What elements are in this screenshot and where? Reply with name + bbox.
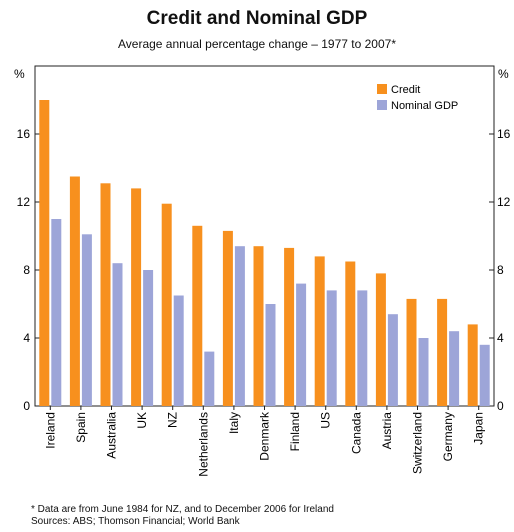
legend-swatch-credit xyxy=(377,84,387,94)
nominal-gdp-bar-switzerland xyxy=(418,338,429,406)
nominal-gdp-bar-ireland xyxy=(51,219,62,406)
x-tick-label-japan: Japan xyxy=(472,412,486,445)
nominal-gdp-bar-uk xyxy=(143,270,154,406)
y-tick-label-right: 0 xyxy=(497,399,504,413)
legend-label-nominal-gdp: Nominal GDP xyxy=(391,100,458,112)
chart-notes: * Data are from June 1984 for NZ, and to… xyxy=(31,504,334,528)
nominal-gdp-bar-austria xyxy=(387,314,398,406)
credit-bar-uk xyxy=(131,188,142,406)
nominal-gdp-bar-canada xyxy=(357,290,368,406)
credit-bar-spain xyxy=(69,176,80,406)
y-tick-label-right: 16 xyxy=(497,127,511,141)
nominal-gdp-bar-spain xyxy=(81,234,92,406)
x-tick-label-austria: Austria xyxy=(380,412,394,450)
x-tick-label-uk: UK xyxy=(135,412,149,429)
x-tick-label-nz: NZ xyxy=(166,412,180,428)
credit-bar-ireland xyxy=(39,100,50,406)
x-tick-label-germany: Germany xyxy=(441,412,455,461)
nominal-gdp-bar-italy xyxy=(234,246,245,406)
credit-bar-denmark xyxy=(253,246,264,406)
nominal-gdp-bar-japan xyxy=(479,344,490,406)
chart-title: Credit and Nominal GDP xyxy=(146,8,368,29)
credit-bar-canada xyxy=(345,261,356,406)
x-tick-label-finland: Finland xyxy=(288,412,302,451)
sources-note: Sources: ABS; Thomson Financial; World B… xyxy=(31,516,240,527)
nominal-gdp-bar-nz xyxy=(173,295,184,406)
chart-subtitle: Average annual percentage change – 1977 … xyxy=(117,37,396,51)
y-tick-label-right: 8 xyxy=(497,263,504,277)
footnote: * Data are from June 1984 for NZ, and to… xyxy=(31,504,334,515)
y-tick-label-left: 12 xyxy=(17,195,31,209)
credit-bar-austria xyxy=(375,273,386,406)
y-unit-right: % xyxy=(498,67,509,81)
x-tick-label-ireland: Ireland xyxy=(43,412,57,449)
nominal-gdp-bar-us xyxy=(326,290,337,406)
x-tick-label-spain: Spain xyxy=(74,412,88,443)
x-tick-label-italy: Italy xyxy=(227,412,241,434)
credit-bar-us xyxy=(314,256,325,406)
legend-label-credit: Credit xyxy=(391,84,420,96)
y-tick-label-left: 8 xyxy=(23,263,30,277)
x-tick-label-australia: Australia xyxy=(105,412,119,459)
credit-bar-italy xyxy=(222,230,233,406)
y-tick-label-left: 16 xyxy=(17,127,31,141)
credit-bar-japan xyxy=(467,324,478,406)
x-tick-label-switzerland: Switzerland xyxy=(411,412,425,474)
nominal-gdp-bar-finland xyxy=(296,283,307,406)
credit-bar-finland xyxy=(284,247,295,406)
y-unit-left: % xyxy=(14,67,25,81)
y-tick-label-left: 4 xyxy=(23,331,30,345)
credit-bar-nz xyxy=(161,203,172,406)
credit-bar-germany xyxy=(437,298,448,406)
y-tick-label-left: 0 xyxy=(23,399,30,413)
credit-bar-australia xyxy=(100,183,111,406)
nominal-gdp-bar-germany xyxy=(449,331,460,406)
legend-swatch-nominal-gdp xyxy=(377,100,387,110)
y-tick-label-right: 12 xyxy=(497,195,511,209)
y-tick-label-right: 4 xyxy=(497,331,504,345)
credit-bar-netherlands xyxy=(192,225,203,406)
nominal-gdp-bar-denmark xyxy=(265,304,276,406)
nominal-gdp-bar-australia xyxy=(112,263,123,406)
credit-bar-switzerland xyxy=(406,298,417,406)
x-tick-label-canada: Canada xyxy=(349,412,363,454)
x-tick-label-netherlands: Netherlands xyxy=(196,412,210,477)
x-tick-label-us: US xyxy=(319,412,333,429)
x-tick-label-denmark: Denmark xyxy=(258,411,272,461)
nominal-gdp-bar-netherlands xyxy=(204,351,215,406)
